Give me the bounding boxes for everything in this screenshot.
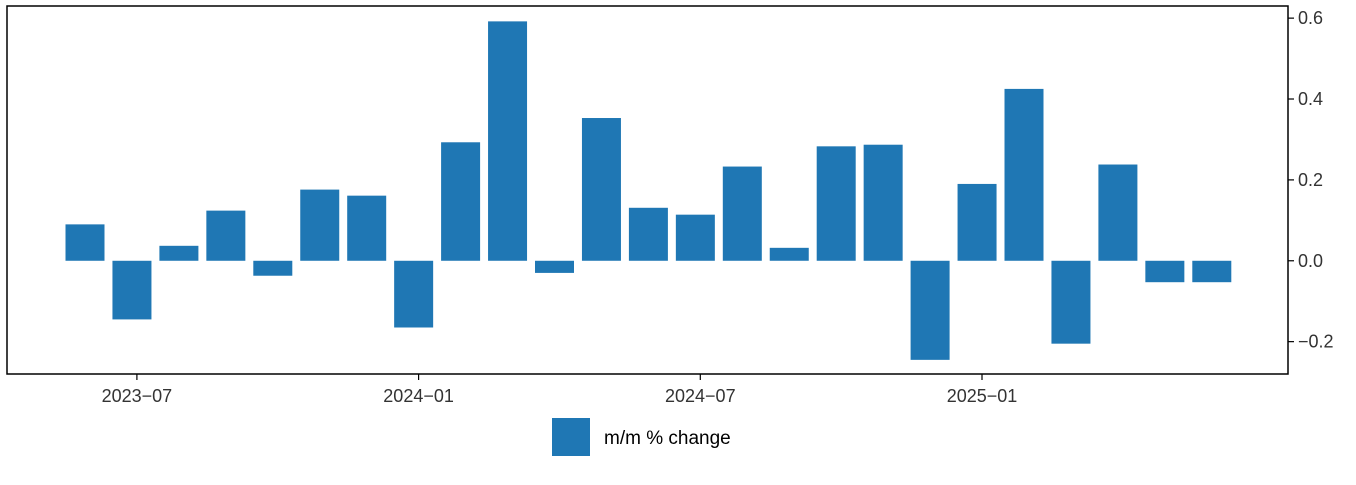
bar-2023-06 [112,260,152,320]
y-tick-label: 0.4 [1298,89,1323,109]
bar-2024-06 [675,214,715,261]
bar-2025-04 [1145,260,1185,283]
bar-2025-05 [1192,260,1232,283]
y-tick-label: 0.0 [1298,251,1323,271]
legend-swatch [552,418,590,456]
bars-group [65,21,1232,360]
bar-2024-07 [722,166,762,261]
x-tick-label: 2025−01 [947,386,1018,406]
y-axis: 0.6 0.4 0.2 0.0 −0.2 [1288,8,1334,352]
bar-2024-01 [441,142,481,261]
plot-frame [6,5,1289,375]
bar-2024-03 [535,260,574,273]
bar-2023-08 [206,210,246,261]
bar-2024-11 [910,260,950,360]
bar-2025-02 [1051,260,1091,344]
bar-2025-03 [1098,164,1138,261]
bar-2024-09 [816,146,856,261]
x-tick-label: 2024−01 [383,386,454,406]
bar-2024-02 [488,21,528,261]
bar-2025-01 [1004,88,1044,261]
bar-2024-10 [863,144,903,261]
y-tick-label: −0.2 [1298,332,1334,352]
bar-2023-10 [300,189,340,261]
y-tick-label: 0.6 [1298,8,1323,28]
bar-2023-07 [159,245,199,261]
bar-2023-12 [394,260,434,328]
legend: m/m % change [552,418,731,456]
bar-2023-05 [65,224,105,261]
x-axis: 2023−07 2024−01 2024−07 2025−01 [102,374,1018,406]
bar-2024-08 [769,247,809,261]
legend-label: m/m % change [604,428,731,449]
y-tick-label: 0.2 [1298,170,1323,190]
bar-2023-09 [253,260,293,276]
x-tick-label: 2023−07 [102,386,173,406]
bar-2024-04 [581,118,621,261]
bar-2024-05 [628,207,668,261]
bar-2023-11 [347,195,387,261]
x-tick-label: 2024−07 [665,386,736,406]
bar-2024-12 [957,183,997,261]
